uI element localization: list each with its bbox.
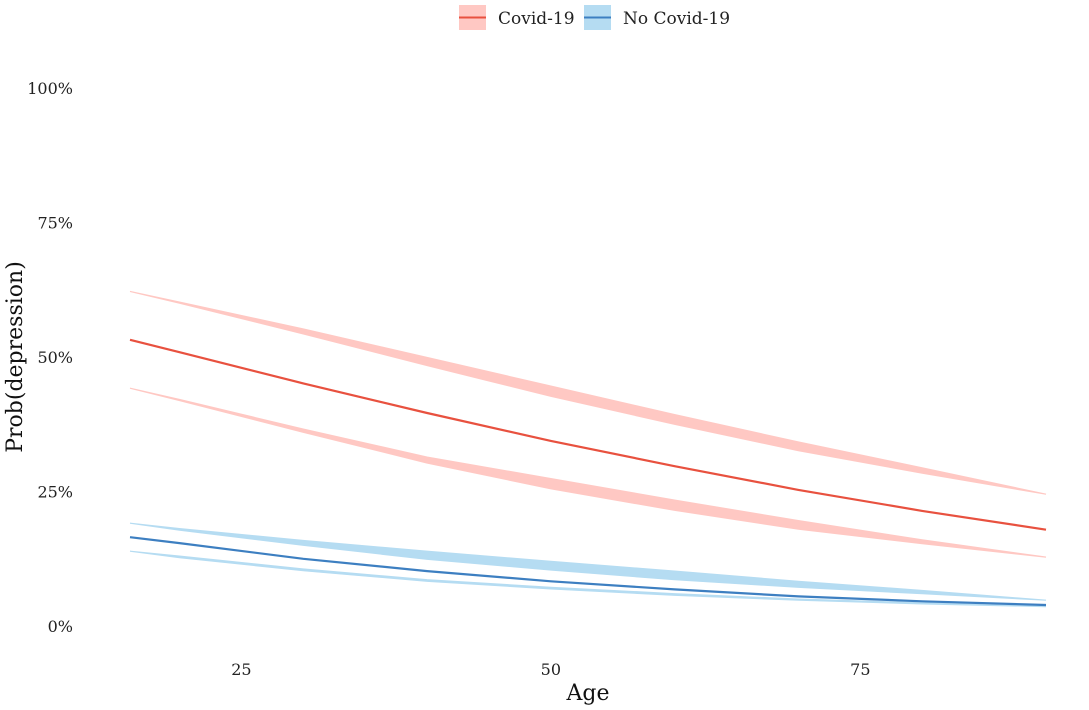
x-axis-tick-labels: 25 50 75 bbox=[231, 660, 870, 679]
y-axis-title: Prob(depression) bbox=[3, 261, 28, 453]
legend-item-covid-19: Covid-19 bbox=[459, 5, 575, 30]
no-covid-19-lower-band bbox=[129, 550, 1047, 608]
covid-19-lower-band bbox=[129, 387, 1047, 558]
no-covid-19-upper-band bbox=[129, 522, 1047, 601]
legend-item-no-covid-19: No Covid-19 bbox=[584, 5, 730, 30]
legend-label-covid-19: Covid-19 bbox=[498, 9, 575, 29]
x-tick-label: 75 bbox=[850, 660, 870, 679]
y-tick-label: 25% bbox=[37, 483, 73, 502]
legend-label-no-covid-19: No Covid-19 bbox=[623, 9, 730, 29]
legend: Covid-19 No Covid-19 bbox=[459, 5, 730, 30]
y-tick-label: 75% bbox=[37, 214, 73, 233]
covid-19-line bbox=[129, 338, 1047, 531]
x-tick-label: 25 bbox=[231, 660, 251, 679]
no-covid-19-line bbox=[129, 536, 1047, 607]
covid-19-upper-band bbox=[129, 290, 1047, 495]
y-axis-tick-labels: 0% 25% 50% 75% 100% bbox=[27, 79, 73, 636]
y-tick-label: 50% bbox=[37, 348, 73, 367]
x-axis-title: Age bbox=[566, 681, 610, 706]
y-tick-label: 100% bbox=[27, 79, 73, 98]
confidence-bands bbox=[129, 290, 1047, 608]
x-tick-label: 50 bbox=[541, 660, 561, 679]
y-tick-label: 0% bbox=[48, 617, 73, 636]
series-lines bbox=[129, 338, 1047, 607]
